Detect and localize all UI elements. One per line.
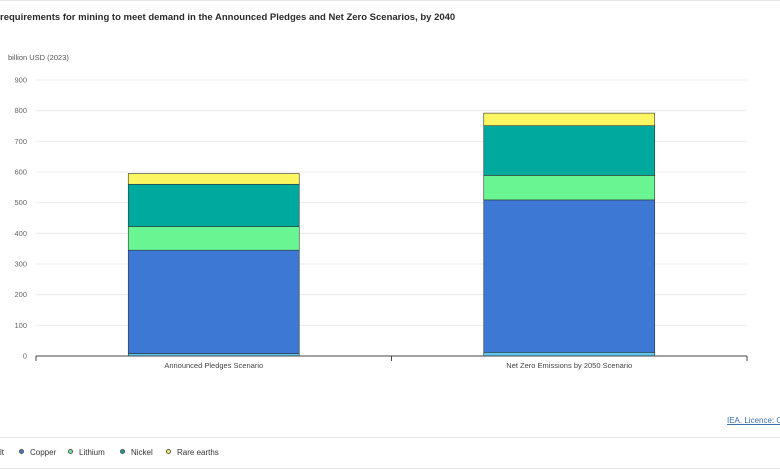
y-tick-label: 800 xyxy=(14,106,27,115)
bar-segment-lithium[interactable] xyxy=(483,175,656,201)
bar-segment-rare-earths[interactable] xyxy=(127,173,300,185)
legend: lt Copper Lithium Nickel Rare earths xyxy=(0,437,780,469)
legend-item-nickel[interactable]: Nickel xyxy=(120,448,153,457)
legend-dot-nickel xyxy=(120,449,125,454)
legend-dot-rare-earths xyxy=(166,449,171,454)
y-tick-label: 500 xyxy=(14,198,27,207)
x-tick-label: Announced Pledges Scenario xyxy=(164,361,263,370)
y-tick-label: 600 xyxy=(14,168,27,177)
bar-segments xyxy=(127,112,656,357)
y-tick-label: 0 xyxy=(23,352,27,361)
y-tick-label: 700 xyxy=(14,137,27,146)
legend-label-nickel: Nickel xyxy=(131,448,153,457)
legend-item-lithium[interactable]: Lithium xyxy=(68,448,105,457)
y-tick-label: 100 xyxy=(14,321,27,330)
legend-item-rare-earths[interactable]: Rare earths xyxy=(166,448,219,457)
source-licence-link[interactable]: IEA. Licence: C xyxy=(727,416,780,425)
legend-label-copper: Copper xyxy=(30,448,57,457)
legend-dot-lithium xyxy=(68,449,73,454)
y-tick-label: 400 xyxy=(14,229,27,238)
legend-item-lt[interactable]: lt xyxy=(0,448,4,457)
legend-dot-copper xyxy=(19,449,24,454)
bar-segment-copper[interactable] xyxy=(483,199,656,353)
x-tick-label: Net Zero Emissions by 2050 Scenario xyxy=(506,361,632,370)
bar-segment-rare-earths[interactable] xyxy=(483,112,656,126)
legend-label-lithium: Lithium xyxy=(79,448,105,457)
y-tick-label: 900 xyxy=(14,76,27,85)
bar-segment-nickel[interactable] xyxy=(483,125,656,176)
top-divider xyxy=(0,0,780,1)
legend-item-copper[interactable]: Copper xyxy=(19,448,56,457)
chart-title: requirements for mining to meet demand i… xyxy=(0,12,456,23)
y-tick-label: 200 xyxy=(14,290,27,299)
axes: 0 100 200 300 400 500 600 700 800 900 Announced Pl… xyxy=(14,76,748,370)
y-axis-label: billion USD (2023) xyxy=(8,53,69,62)
bar-segment-nickel[interactable] xyxy=(127,183,300,227)
legend-label-lt: lt xyxy=(0,448,4,457)
bar-segment-lt[interactable] xyxy=(483,352,656,357)
y-tick-label: 300 xyxy=(14,260,27,269)
legend-label-rare-earths: Rare earths xyxy=(177,448,219,457)
bar-segment-copper[interactable] xyxy=(127,249,300,354)
bar-segment-lithium[interactable] xyxy=(127,226,300,251)
